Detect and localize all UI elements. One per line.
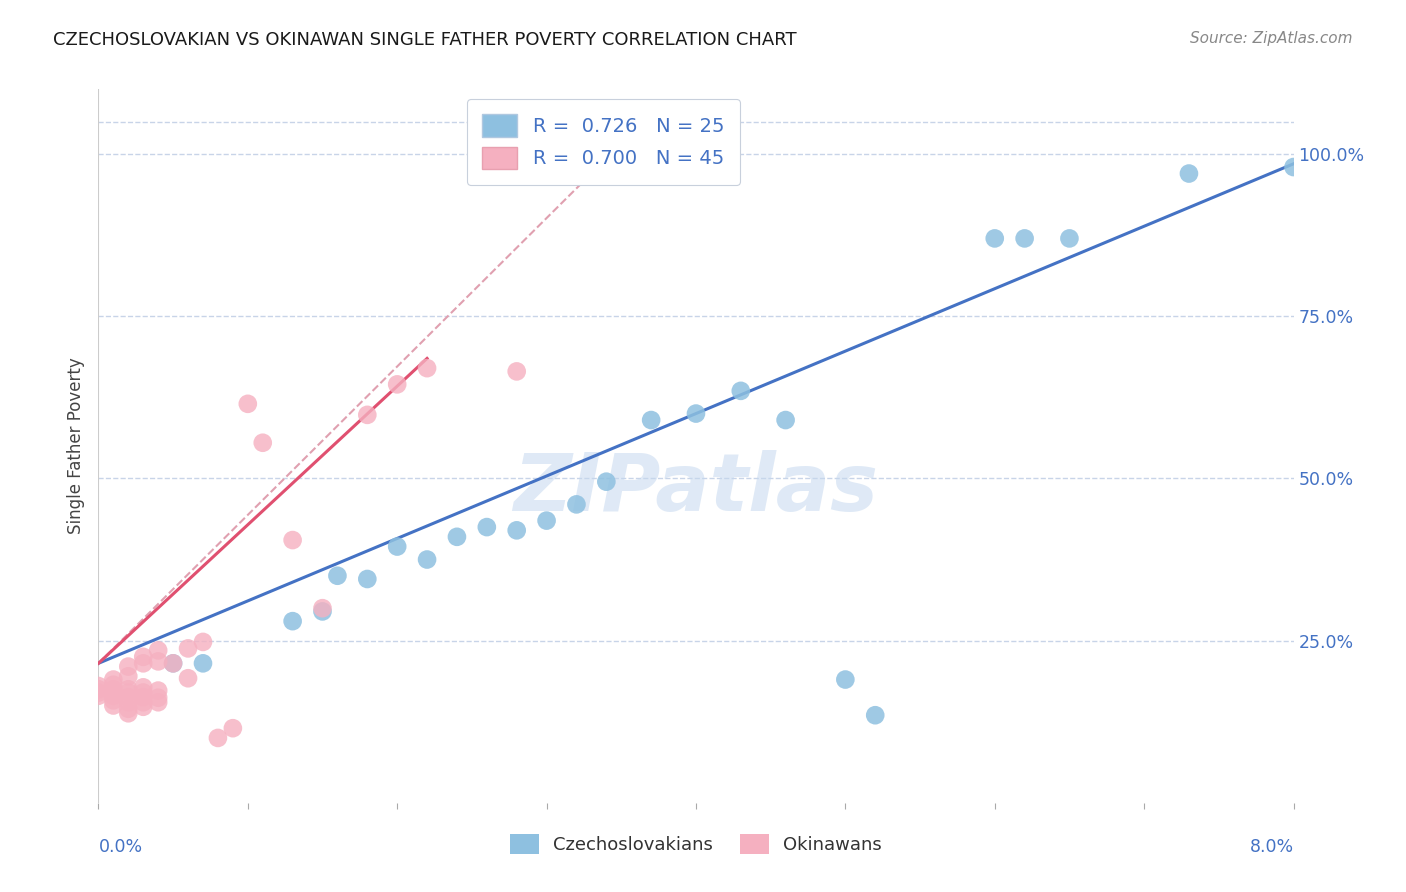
Point	[148, 643, 170, 657]
Text: ZIPatlas: ZIPatlas	[513, 450, 879, 528]
Point	[446, 530, 468, 544]
Point	[640, 413, 662, 427]
Point	[834, 673, 856, 687]
Point	[1282, 160, 1305, 174]
Point	[103, 698, 125, 713]
Point	[103, 685, 125, 699]
Point	[595, 475, 617, 489]
Point	[117, 706, 139, 721]
Point	[326, 568, 349, 582]
Point	[162, 657, 184, 671]
Point	[132, 685, 155, 699]
Text: CZECHOSLOVAKIAN VS OKINAWAN SINGLE FATHER POVERTY CORRELATION CHART: CZECHOSLOVAKIAN VS OKINAWAN SINGLE FATHE…	[53, 31, 797, 49]
Point	[87, 682, 110, 697]
Point	[311, 604, 333, 618]
Point	[356, 572, 378, 586]
Point	[281, 614, 304, 628]
Point	[87, 679, 110, 693]
Point	[222, 721, 245, 735]
Point	[132, 690, 155, 704]
Point	[536, 514, 558, 528]
Point	[132, 695, 155, 709]
Point	[865, 708, 887, 723]
Point	[252, 435, 274, 450]
Point	[117, 659, 139, 673]
Point	[775, 413, 797, 427]
Point	[148, 690, 170, 705]
Point	[416, 552, 439, 566]
Point	[103, 689, 125, 703]
Point	[506, 524, 529, 538]
Point	[281, 533, 304, 547]
Point	[475, 520, 498, 534]
Point	[148, 695, 170, 709]
Point	[117, 702, 139, 716]
Point	[132, 681, 155, 695]
Point	[506, 364, 529, 378]
Point	[1059, 231, 1081, 245]
Point	[565, 497, 588, 511]
Point	[191, 657, 214, 671]
Point	[117, 690, 139, 704]
Point	[1014, 231, 1036, 245]
Y-axis label: Single Father Poverty: Single Father Poverty	[66, 358, 84, 534]
Point	[103, 693, 125, 707]
Point	[385, 540, 409, 554]
Point	[103, 678, 125, 692]
Text: 0.0%: 0.0%	[98, 838, 142, 856]
Point	[311, 601, 333, 615]
Point	[87, 685, 110, 699]
Point	[117, 669, 139, 683]
Point	[236, 397, 259, 411]
Point	[132, 699, 155, 714]
Point	[117, 685, 139, 699]
Point	[191, 635, 214, 649]
Text: 8.0%: 8.0%	[1250, 838, 1294, 856]
Point	[117, 682, 139, 697]
Point	[148, 683, 170, 698]
Point	[984, 231, 1007, 245]
Point	[685, 407, 707, 421]
Point	[132, 649, 155, 664]
Point	[177, 641, 200, 656]
Point	[103, 673, 125, 687]
Point	[1178, 167, 1201, 181]
Point	[132, 657, 155, 671]
Point	[385, 377, 409, 392]
Point	[117, 695, 139, 709]
Point	[148, 654, 170, 668]
Point	[730, 384, 752, 398]
Point	[207, 731, 229, 745]
Point	[356, 408, 378, 422]
Point	[103, 682, 125, 697]
Text: Source: ZipAtlas.com: Source: ZipAtlas.com	[1189, 31, 1353, 46]
Point	[162, 657, 184, 671]
Legend: Czechoslovakians, Okinawans: Czechoslovakians, Okinawans	[502, 827, 890, 862]
Point	[177, 671, 200, 685]
Point	[416, 361, 439, 376]
Point	[87, 689, 110, 703]
